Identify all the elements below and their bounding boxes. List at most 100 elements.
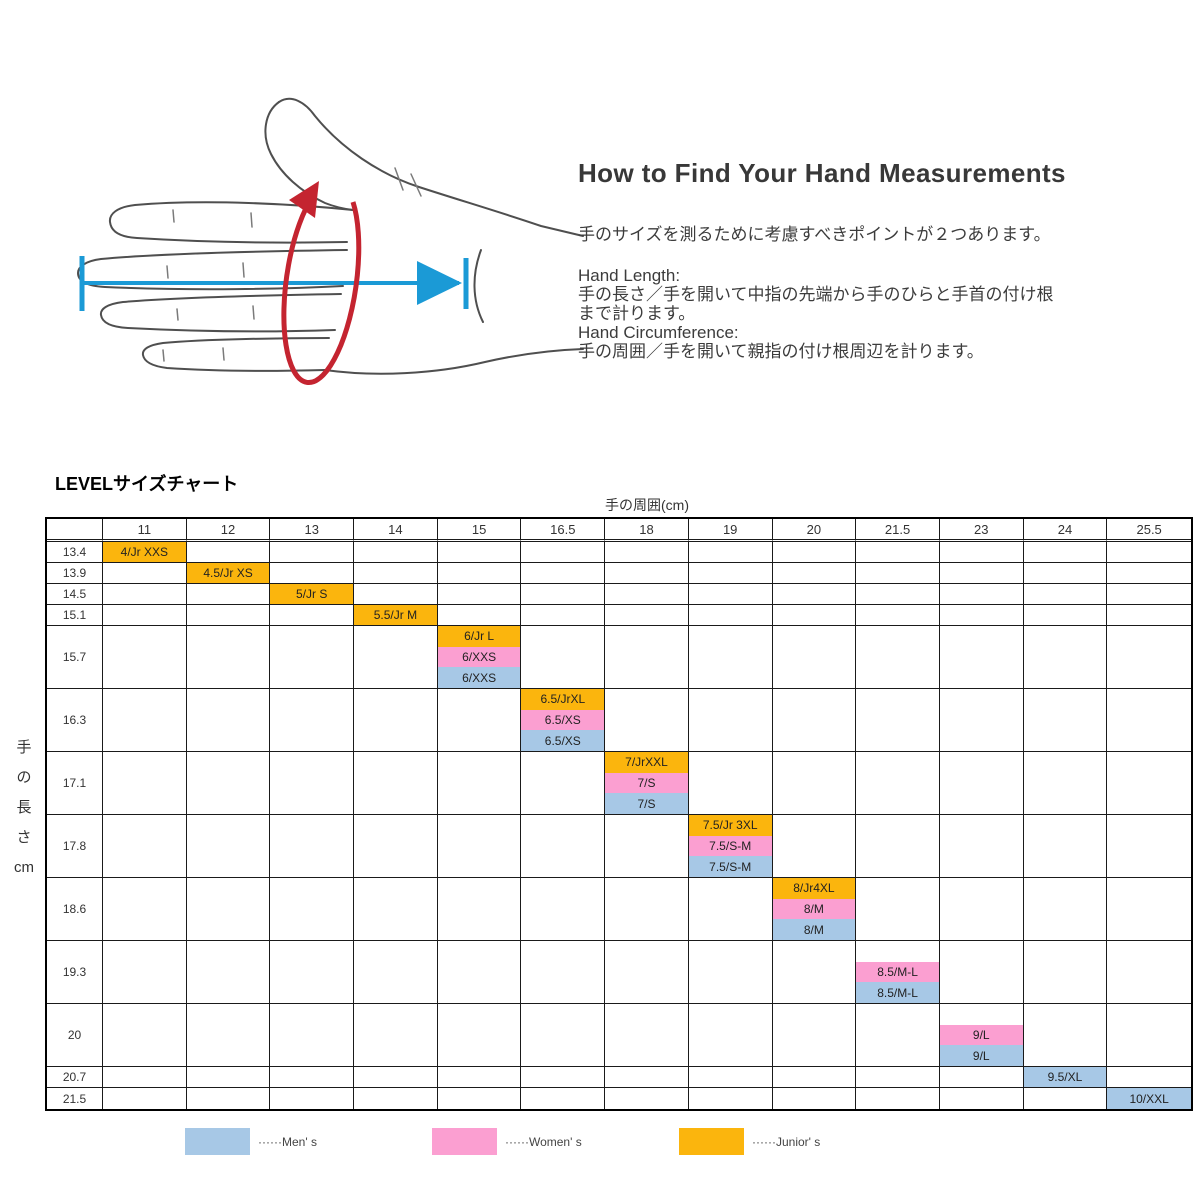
size-cell xyxy=(856,941,939,962)
corner-cell xyxy=(47,519,103,542)
table-cell xyxy=(186,584,271,605)
table-cell xyxy=(270,941,355,1004)
table-cell xyxy=(1107,752,1191,815)
size-cell: 4/Jr XXS xyxy=(103,542,186,562)
table-cell xyxy=(1023,752,1108,815)
table-cell xyxy=(939,878,1024,941)
table-cell xyxy=(1107,626,1191,689)
table-cell xyxy=(605,542,689,563)
column-header: 23 xyxy=(939,519,1024,542)
table-cell xyxy=(521,815,606,878)
table-cell xyxy=(688,689,773,752)
size-cell: 8/M xyxy=(772,898,856,920)
table-cell xyxy=(354,689,438,752)
table-cell xyxy=(605,878,689,941)
row-label: 20 xyxy=(47,1004,103,1067)
table-cell xyxy=(354,1067,438,1088)
table-cell xyxy=(103,1088,187,1109)
size-cell: 7/S xyxy=(605,772,688,794)
size-cell: 6.5/XS xyxy=(521,709,605,731)
row-label: 15.1 xyxy=(47,605,103,626)
table-cell xyxy=(103,1004,187,1067)
table-cell xyxy=(521,542,606,563)
row-label: 21.5 xyxy=(47,1088,103,1109)
table-cell xyxy=(103,941,187,1004)
table-cell xyxy=(437,689,522,752)
table-cell xyxy=(1107,563,1191,584)
size-cell: 6/Jr L xyxy=(437,626,521,647)
table-cell xyxy=(1023,941,1108,1004)
table-cell xyxy=(605,626,689,689)
table-cell xyxy=(688,941,773,1004)
size-cell: 8/Jr4XL xyxy=(772,878,856,899)
table-cell xyxy=(688,1004,773,1067)
table-cell xyxy=(1024,1088,1108,1109)
table-cell xyxy=(773,1088,857,1109)
table-cell: 4/Jr XXS xyxy=(103,542,187,563)
table-cell xyxy=(103,563,187,584)
size-cell: 7/JrXXL xyxy=(605,752,688,773)
table-cell xyxy=(187,1088,271,1109)
legend-label-women: ······Women' s xyxy=(505,1134,582,1149)
table-cell xyxy=(103,1067,187,1088)
table-cell xyxy=(939,941,1024,1004)
legend-item-men: ······Men' s xyxy=(185,1128,432,1155)
table-cell xyxy=(1107,542,1191,563)
column-header: 18 xyxy=(605,519,689,542)
table-cell xyxy=(521,1004,606,1067)
table-cell xyxy=(270,1004,355,1067)
table-cell xyxy=(521,1088,606,1109)
table-cell xyxy=(1107,1067,1191,1088)
table-cell xyxy=(437,752,522,815)
size-cell: 9/L xyxy=(939,1045,1023,1066)
table-cell xyxy=(270,626,355,689)
legend-swatch-men xyxy=(185,1128,250,1155)
table-cell xyxy=(1023,689,1108,752)
table-cell xyxy=(772,941,857,1004)
table-cell xyxy=(270,563,355,584)
table-cell xyxy=(939,542,1024,563)
table-row: 15.7 6/Jr L 6/XXS 6/XXS xyxy=(47,626,1191,689)
table-cell xyxy=(605,1067,689,1088)
size-cell: 6.5/XS xyxy=(521,730,605,751)
size-cell: 8.5/M-L xyxy=(856,982,939,1003)
table-cell xyxy=(1023,605,1108,626)
table-row: 17.1 7/JrXXL 7/S 7/S xyxy=(47,752,1191,815)
size-cell: 7.5/S-M xyxy=(688,856,772,877)
table-cell xyxy=(521,941,606,1004)
table-cell xyxy=(186,752,271,815)
axis-char: の xyxy=(16,769,32,786)
axis-char: cm xyxy=(14,859,34,876)
table-cell xyxy=(688,626,773,689)
column-header: 20 xyxy=(772,519,857,542)
row-label: 19.3 xyxy=(47,941,103,1004)
table-cell: 6/Jr L 6/XXS 6/XXS xyxy=(437,626,522,689)
table-cell xyxy=(521,584,606,605)
table-row: 18.6 8/Jr4XL 8/M 8/M xyxy=(47,878,1191,941)
row-label: 13.4 xyxy=(47,542,103,563)
hand-circumference-label: Hand Circumference: xyxy=(578,323,739,342)
table-row: 15.1 5.5/Jr M xyxy=(47,605,1191,626)
table-cell xyxy=(605,689,689,752)
table-cell xyxy=(437,878,522,941)
table-cell xyxy=(1107,878,1191,941)
size-cell: 7/S xyxy=(605,793,688,814)
size-cell: 8.5/M-L xyxy=(856,961,939,983)
column-header: 14 xyxy=(354,519,438,542)
table-cell xyxy=(186,941,271,1004)
table-cell xyxy=(1023,1004,1108,1067)
table-cell xyxy=(186,815,271,878)
table-cell xyxy=(270,605,355,626)
table-row: 13.4 4/Jr XXS xyxy=(47,542,1191,563)
table-row: 16.3 6.5/JrXL 6.5/XS 6.5/XS xyxy=(47,689,1191,752)
table-cell xyxy=(103,689,187,752)
table-cell xyxy=(437,584,522,605)
table-cell: 8.5/M-L 8.5/M-L xyxy=(856,941,940,1004)
column-header: 21.5 xyxy=(856,519,940,542)
table-cell xyxy=(437,1004,522,1067)
table-cell xyxy=(1107,605,1191,626)
row-label: 18.6 xyxy=(47,878,103,941)
table-cell xyxy=(354,563,438,584)
size-cell: 8/M xyxy=(772,919,856,940)
hand-illustration xyxy=(77,97,584,386)
